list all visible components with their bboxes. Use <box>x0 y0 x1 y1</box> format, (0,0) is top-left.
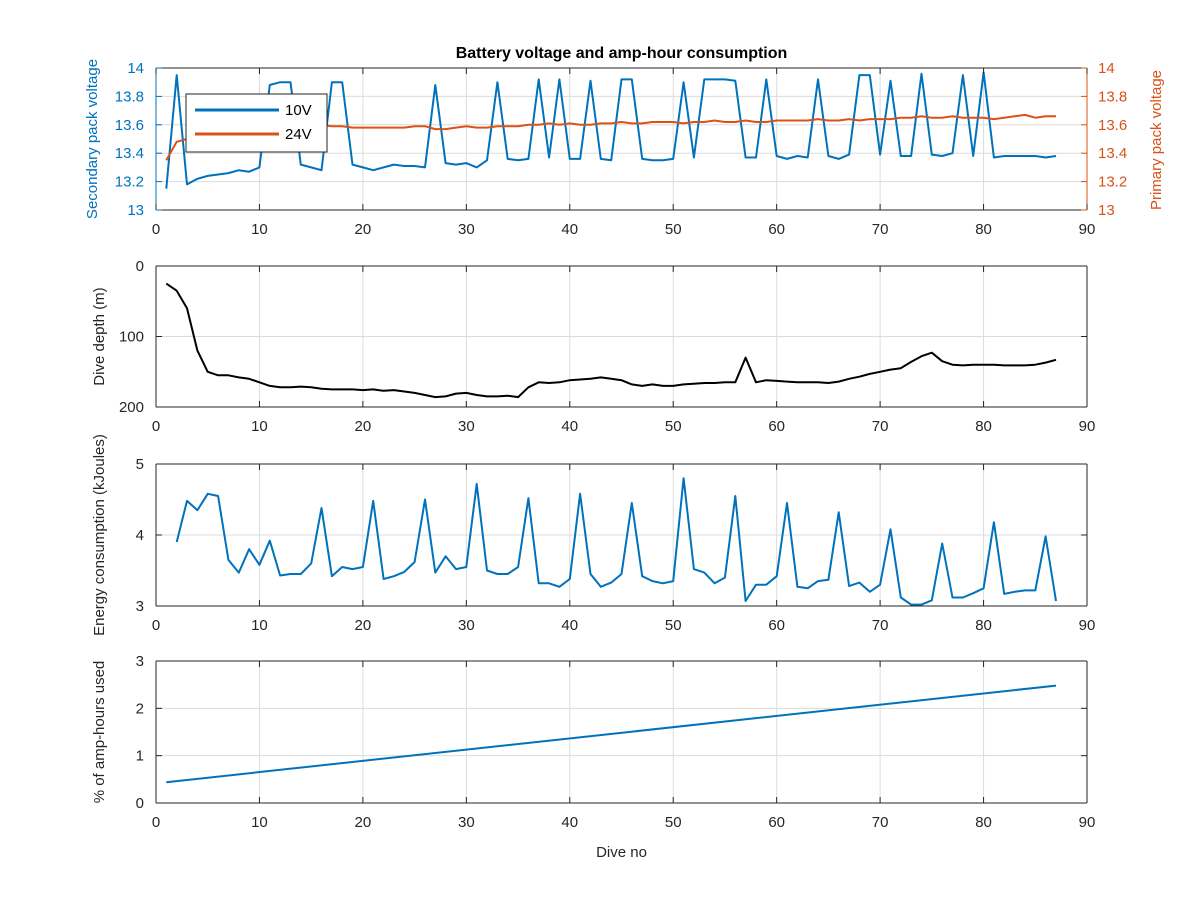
y-tick-label: 200 <box>119 399 144 416</box>
legend-label-10v: 10V <box>285 102 312 119</box>
amphours-x-axis-label: Dive no <box>596 844 647 861</box>
y-tick-label: 0 <box>136 795 144 812</box>
y-tick-label: 3 <box>136 653 144 670</box>
energy-panel: 0 10 20 30 40 50 60 70 80 90 3 4 5 Energy consumption… <box>91 434 1095 636</box>
x-tick-label: 30 <box>458 617 475 634</box>
y-right-tick-label: 13 <box>1098 202 1115 219</box>
legend-box <box>185 93 328 153</box>
y-tick-label: 3 <box>136 598 144 615</box>
x-tick-label: 50 <box>665 418 682 435</box>
voltage-y-axis-label: Secondary pack voltage <box>84 59 101 219</box>
x-tick-label: 40 <box>561 814 578 831</box>
y-tick-label: 13.2 <box>115 174 144 191</box>
voltage-panel: 0 10 20 30 40 50 60 70 80 901313.213.413.613.8141… <box>84 45 1165 238</box>
x-tick-label: 0 <box>152 221 160 238</box>
x-tick-label: 60 <box>768 814 785 831</box>
x-tick-label: 60 <box>768 418 785 435</box>
x-tick-label: 20 <box>355 617 372 634</box>
y-tick-label: 13.8 <box>115 88 144 105</box>
x-tick-label: 40 <box>561 221 578 238</box>
amphours-series-line-line <box>166 684 1057 784</box>
y-right-tick-label: 13.4 <box>1098 145 1127 162</box>
x-tick-label: 20 <box>355 221 372 238</box>
voltage-chart-title: Battery voltage and amp-hour consumption <box>456 45 788 62</box>
depth-panel: 0 10 20 30 40 50 60 70 80 90 0 100 200 Dive depth (m) <box>91 258 1095 435</box>
energy-y-axis-label: Energy consumption (kJoules) <box>91 434 108 636</box>
y-tick-label: 100 <box>119 329 144 346</box>
x-tick-label: 20 <box>355 814 372 831</box>
x-tick-label: 70 <box>872 617 889 634</box>
depth-y-axis-label: Dive depth (m) <box>91 287 108 385</box>
x-tick-label: 10 <box>251 418 268 435</box>
y-tick-label: 0 <box>136 258 144 275</box>
x-tick-label: 0 <box>152 814 160 831</box>
y-tick-label: 13.4 <box>115 145 144 162</box>
x-tick-label: 10 <box>251 814 268 831</box>
x-tick-label: 60 <box>768 221 785 238</box>
x-tick-label: 30 <box>458 418 475 435</box>
y-right-tick-label: 13.8 <box>1098 88 1127 105</box>
x-tick-label: 80 <box>975 418 992 435</box>
y-right-tick-label: 14 <box>1098 60 1115 77</box>
x-tick-label: 50 <box>665 221 682 238</box>
x-tick-label: 50 <box>665 617 682 634</box>
y-tick-label: 13.6 <box>115 117 144 134</box>
x-tick-label: 50 <box>665 814 682 831</box>
y-tick-label: 1 <box>136 748 144 765</box>
x-tick-label: 0 <box>152 418 160 435</box>
depth-series-line-line <box>165 282 1057 399</box>
x-tick-label: 80 <box>975 814 992 831</box>
x-tick-label: 80 <box>975 617 992 634</box>
x-tick-label: 40 <box>561 617 578 634</box>
y-tick-label: 2 <box>136 700 144 717</box>
x-tick-label: 90 <box>1079 418 1096 435</box>
x-tick-label: 60 <box>768 617 785 634</box>
x-tick-label: 10 <box>251 221 268 238</box>
x-tick-label: 90 <box>1079 814 1096 831</box>
y-right-tick-label: 13.6 <box>1098 117 1127 134</box>
y-tick-label: 4 <box>136 527 144 544</box>
y-tick-label: 13 <box>127 202 144 219</box>
energy-series-line-line <box>175 477 1057 606</box>
y-tick-label: 14 <box>127 60 144 77</box>
x-tick-label: 0 <box>152 617 160 634</box>
x-tick-label: 70 <box>872 418 889 435</box>
x-tick-label: 70 <box>872 814 889 831</box>
x-tick-label: 40 <box>561 418 578 435</box>
x-tick-label: 80 <box>975 221 992 238</box>
voltage-y-right-axis-label: Primary pack voltage <box>1148 70 1165 210</box>
x-tick-label: 10 <box>251 617 268 634</box>
amphours-y-axis-label: % of amp-hours used <box>91 661 108 804</box>
x-tick-label: 30 <box>458 814 475 831</box>
amphours-panel: 0 10 20 30 40 50 60 70 80 90 0 1 2 3 % of amp-hours us… <box>91 653 1095 861</box>
voltage-series-10v-line <box>165 71 1057 189</box>
y-right-tick-label: 13.2 <box>1098 174 1127 191</box>
x-tick-label: 90 <box>1079 221 1096 238</box>
x-tick-label: 70 <box>872 221 889 238</box>
x-tick-label: 30 <box>458 221 475 238</box>
x-tick-label: 90 <box>1079 617 1096 634</box>
x-tick-label: 20 <box>355 418 372 435</box>
legend-label-24v: 24V <box>285 126 312 143</box>
y-tick-label: 5 <box>136 456 144 473</box>
